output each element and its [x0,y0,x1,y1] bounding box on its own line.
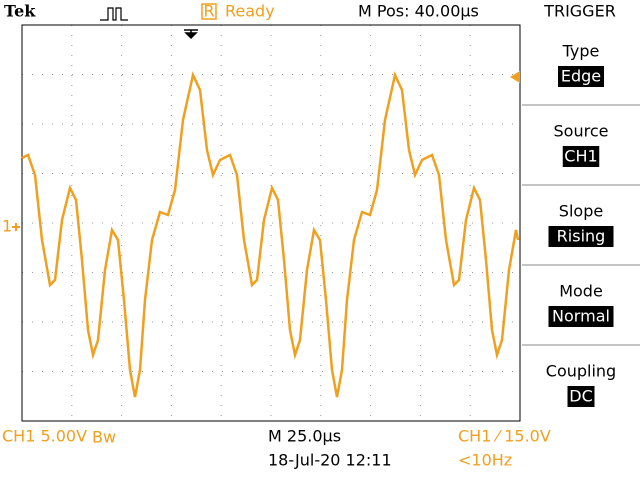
datetime: 18-Jul-20 12:11 [268,451,392,470]
menu-label: Slope [559,202,603,221]
menu-value-box [548,306,614,327]
timebase: M 25.0µs [268,427,341,446]
menu-value-box [558,66,604,87]
trigger-level-marker [510,71,520,83]
status: Ready [225,2,275,21]
brand: Tek [4,2,36,21]
menu-value: DC [569,387,593,406]
menu-value-box [562,146,600,167]
frequency: <10Hz [458,451,512,470]
graticule [22,25,520,421]
menu-label: Mode [559,282,603,301]
menu-label: Source [554,122,609,141]
menu-label: Coupling [546,362,616,381]
menu-title: TRIGGER [543,2,616,21]
channel-marker: 1 [2,217,12,236]
menu-value: Rising [557,227,606,246]
position: M Pos: 40.00µs [358,2,479,21]
status-icon: R [203,2,214,21]
menu-value: CH1 [564,147,597,166]
bandwidth: Bw [92,428,116,447]
status-icon-box [201,3,217,20]
graticule-border [21,24,521,422]
channel-marker-arrow [12,223,20,231]
waveform [21,71,520,398]
menu-value-box [548,226,614,247]
acquire-icon [100,7,128,21]
menu-value: Normal [552,307,610,326]
menu-label: Type [562,42,600,61]
menu-panel: Type Edge Source CH1 Slope Rising Mode Normal Co… [522,42,640,407]
menu-value-box [567,386,595,407]
trigger-setting: CH1 ⁄ 15.0V [458,427,551,446]
menu-value: Edge [561,67,601,86]
trigger-position-marker [184,29,198,40]
channel-scale: CH1 5.00V [2,427,87,446]
